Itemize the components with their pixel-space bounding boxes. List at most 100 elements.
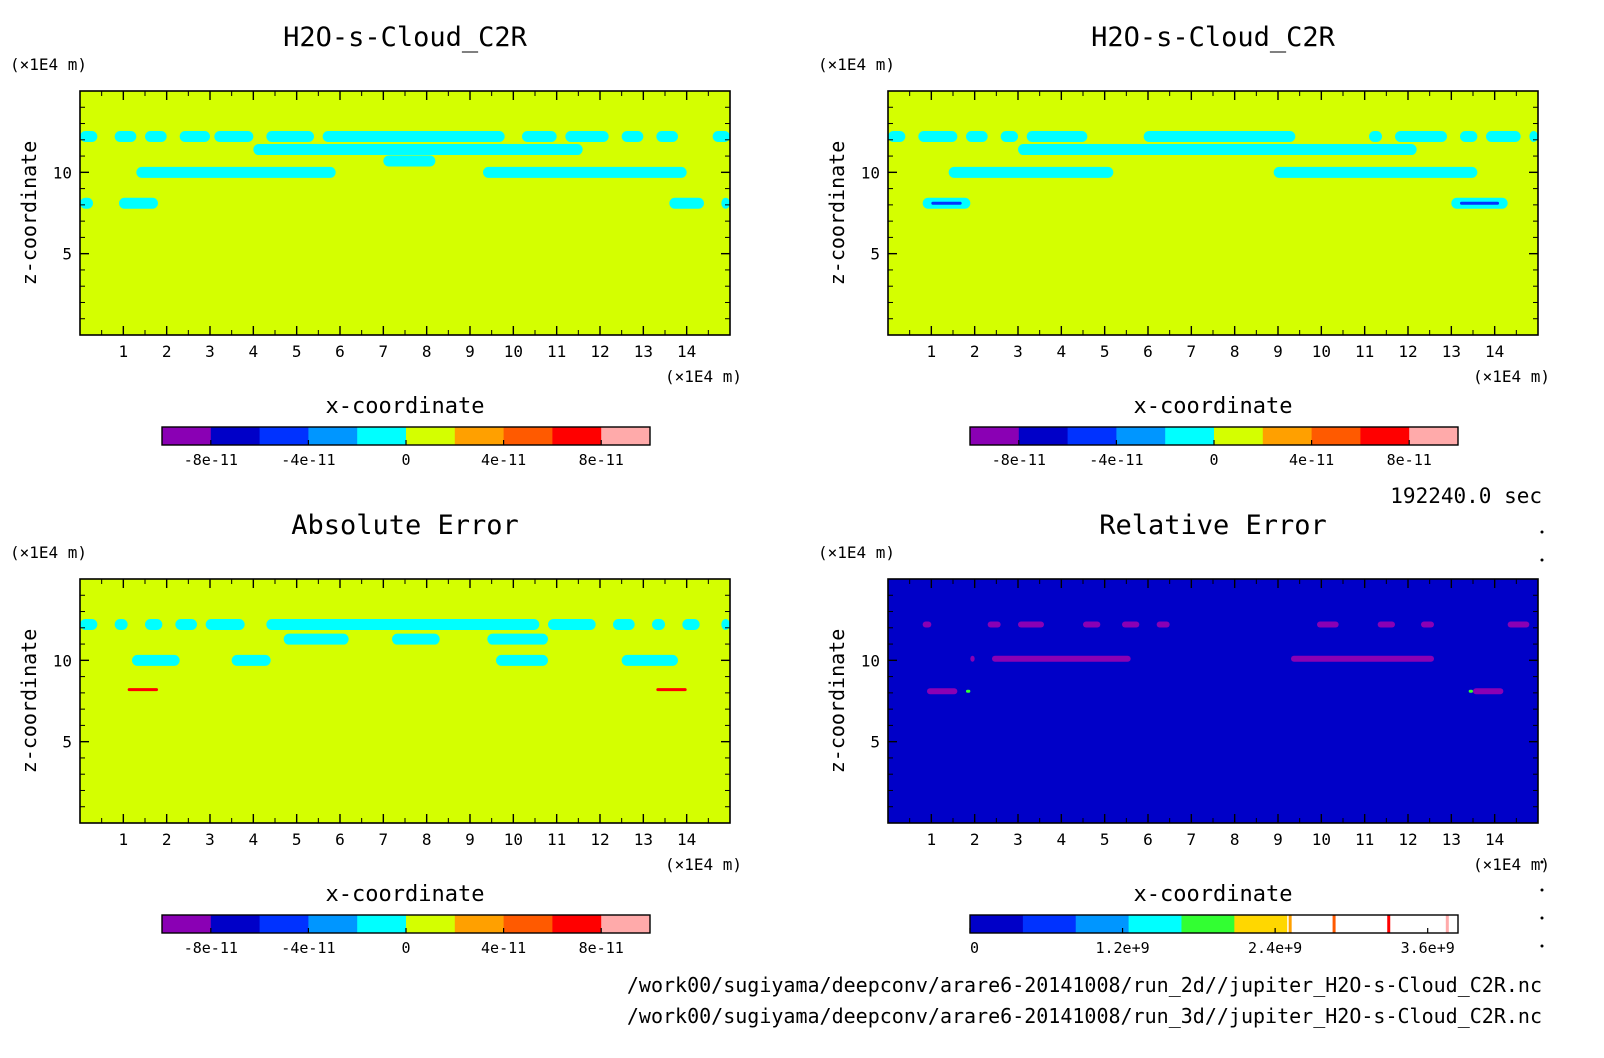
x-unit-label: (×1E4 m) [1473, 855, 1550, 874]
x-tick-label: 5 [1100, 342, 1110, 361]
x-tick-label: 4 [1057, 830, 1067, 849]
z-unit-label: (×1E4 m) [10, 543, 87, 562]
field-feature [1507, 621, 1530, 628]
z-tick-label: 10 [53, 651, 72, 670]
field-feature [322, 131, 505, 143]
x-tick-label: 9 [1273, 342, 1283, 361]
field-feature [987, 621, 1001, 628]
field-feature [922, 621, 932, 628]
colorbar-cell [210, 915, 261, 933]
colorbar-cell [1165, 427, 1215, 445]
x-unit-label: (×1E4 m) [665, 855, 742, 874]
colorbar: -8e-11 -4e-11 0 4e-11 8e-11 [161, 914, 651, 957]
panel-p4: Relative Error(×1E4 m)1 2 3 4 5 6 7 8 9 10 11 12 13 1… [818, 510, 1550, 957]
colorbar-label: 3.6e+9 [1401, 939, 1455, 957]
field-feature [1000, 131, 1018, 143]
field-feature [669, 197, 704, 209]
x-tick-label: 2 [162, 342, 172, 361]
field-feature [1291, 655, 1434, 662]
x-tick-label: 8 [1230, 342, 1240, 361]
field-feature [496, 654, 548, 666]
colorbar-label: 2.4e+9 [1248, 939, 1302, 957]
field-feature [721, 197, 730, 209]
x-tick-label: 12 [590, 342, 609, 361]
x-tick-label: 8 [1230, 830, 1240, 849]
x-tick-label: 6 [1143, 342, 1153, 361]
x-tick-label: 10 [1312, 342, 1331, 361]
x-tick-label: 3 [205, 830, 215, 849]
x-tick-label: 14 [1485, 342, 1504, 361]
colorbar-label: -8e-11 [992, 451, 1046, 469]
field-feature [1083, 621, 1101, 628]
x-tick-label: 6 [335, 830, 345, 849]
x-tick-label: 2 [970, 830, 980, 849]
x-tick-label: 13 [634, 342, 653, 361]
field-feature [652, 619, 665, 631]
colorbar-cell [970, 427, 1020, 445]
x-tick-label: 11 [547, 342, 566, 361]
x-tick-label: 12 [1398, 342, 1417, 361]
edge-dot [1540, 916, 1544, 920]
field-feature [80, 619, 98, 631]
x-tick-label: 13 [1442, 830, 1461, 849]
colorbar-cell [1332, 915, 1336, 933]
colorbar-cell [162, 427, 212, 445]
plot-background [888, 91, 1538, 335]
field-feature [266, 619, 540, 631]
colorbar-frame [969, 914, 1459, 934]
field-feature [392, 633, 440, 645]
x-tick-label: 10 [504, 830, 523, 849]
field-feature [179, 131, 210, 143]
x-tick-label: 4 [249, 342, 259, 361]
z-tick-label: 5 [870, 733, 880, 752]
z-tick-label: 10 [861, 163, 880, 182]
x-tick-label: 9 [1273, 830, 1283, 849]
field-feature [656, 131, 678, 143]
panel-p1: H2O-s-Cloud_C2R(×1E4 m)1 2 3 4 5 6 7 8 9 10 11 12 13… [10, 22, 742, 469]
x-tick-label: 2 [970, 342, 980, 361]
x-tick-label: 2 [162, 830, 172, 849]
colorbar-label: 0 [1209, 451, 1218, 469]
x-tick-label: 1 [927, 830, 937, 849]
colorbar-cell [552, 427, 602, 445]
field-feature [927, 688, 958, 695]
colorbar-cell [552, 915, 602, 933]
field-feature [175, 619, 197, 631]
x-tick-label: 9 [465, 830, 475, 849]
z-unit-label: (×1E4 m) [10, 55, 87, 74]
field-feature [931, 201, 962, 205]
field-feature [80, 197, 93, 209]
field-feature [970, 655, 975, 662]
field-feature [80, 131, 98, 143]
x-tick-label: 8 [422, 342, 432, 361]
x-tick-label: 11 [547, 830, 566, 849]
field-feature [119, 197, 158, 209]
colorbar-label: -8e-11 [184, 939, 238, 957]
x-tick-label: 14 [677, 342, 696, 361]
colorbar-cell [1075, 915, 1130, 933]
field-feature [231, 654, 271, 666]
field-feature [205, 619, 245, 631]
plot-background [80, 91, 730, 335]
edge-dot [1540, 558, 1544, 562]
edge-dot [1540, 944, 1544, 948]
field-feature [132, 654, 180, 666]
field-feature [145, 619, 163, 631]
x-tick-label: 1 [119, 830, 129, 849]
colorbar-cell [1234, 915, 1288, 933]
colorbar-cell [503, 427, 553, 445]
file-path: /work00/sugiyama/deepconv/arare6-2014100… [627, 1004, 1542, 1028]
field-feature [145, 131, 167, 143]
colorbar-cell [259, 427, 309, 445]
field-feature [1369, 131, 1382, 143]
field-feature [114, 619, 128, 631]
colorbar: -8e-11 -4e-11 0 4e-11 8e-11 [969, 426, 1459, 469]
colorbar-cell [454, 915, 505, 933]
z-tick-label: 5 [62, 733, 72, 752]
field-feature [712, 131, 730, 143]
field-feature [522, 131, 557, 143]
field-feature [127, 688, 158, 692]
colorbar-cell [357, 915, 407, 933]
colorbar-cell [357, 427, 407, 445]
